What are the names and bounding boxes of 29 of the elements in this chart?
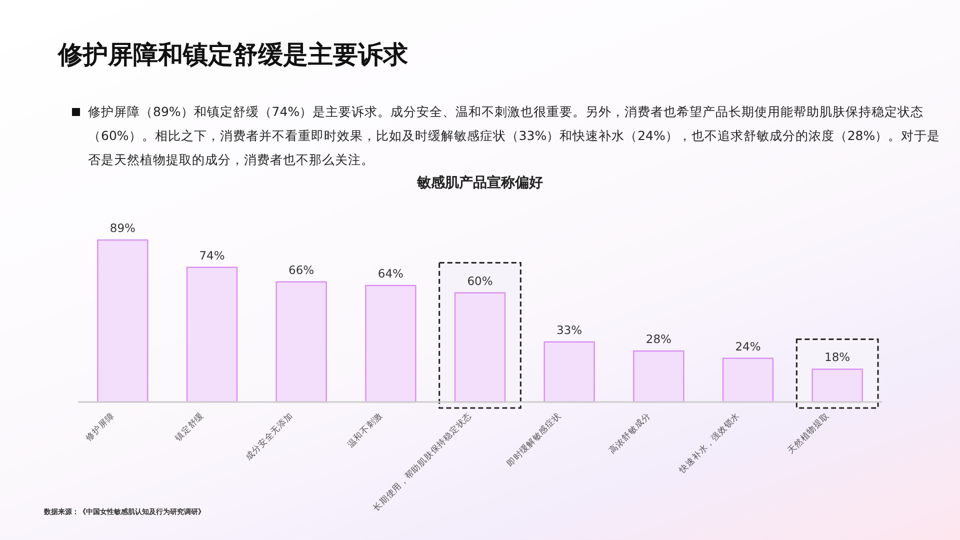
data-label: 66% [288, 262, 314, 277]
x-tick-label: 修护屏障 [84, 410, 117, 444]
chart-subtitle: 敏感肌产品宣称偏好 [416, 174, 543, 191]
chart-title: 修护屏障和镇定舒缓是主要诉求 [58, 39, 408, 71]
data-label: 64% [378, 266, 404, 281]
x-tick-label: 快速补水，强效锁水 [676, 410, 742, 476]
bar [812, 368, 863, 403]
x-tick-label: 天然植物提取 [785, 410, 832, 456]
bar [186, 266, 238, 403]
text: 修护屏障（89%）和镇定舒缓（74%）是主要诉求。成分安全、温和不刺激也很重要。另外，消费者也希望产品长期使用能帮助肌肤保持稳定状态（60%）。相比之下，消费者并不看重即时效果，比如及时缓解敏感症状（33%）和快速补水（24%），也不追求舒敏成分的浓度（28%）。对于是否是天然植物提取的成分，消费者也不那么关注。 [88, 103, 942, 169]
x-tick-label: 温和不刺激 [345, 410, 385, 450]
bar [454, 292, 506, 403]
bar [276, 281, 327, 403]
data-label: 74% [199, 248, 225, 262]
x-tick-label: 即时缓解敏感症状 [504, 410, 564, 470]
bar [97, 239, 148, 403]
data-label: 18% [824, 350, 850, 364]
data-label: 24% [735, 339, 761, 354]
data-label: 89% [110, 221, 136, 235]
bar [544, 341, 595, 403]
bar [365, 284, 416, 403]
bar [722, 358, 774, 403]
data-label: 60% [467, 274, 493, 288]
x-tick-label: 成分安全无添加 [243, 410, 296, 463]
bar [633, 350, 684, 403]
data-label: 33% [556, 322, 582, 337]
x-tick-label: 镇定舒缓 [172, 410, 206, 444]
data-label: 28% [646, 332, 672, 346]
x-tick-label: 高浓舒敏成分 [606, 410, 653, 456]
